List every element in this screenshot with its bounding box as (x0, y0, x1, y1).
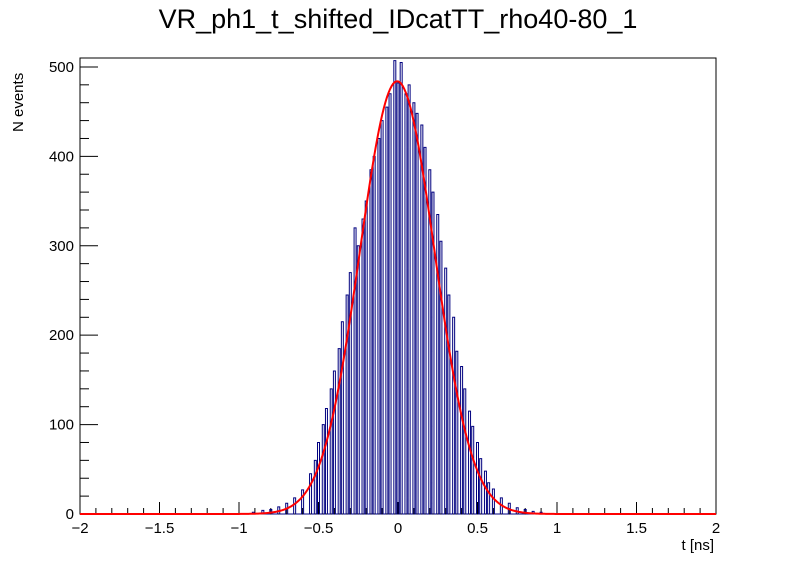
x-tick-label: −2 (71, 520, 88, 537)
y-tick-label: 400 (49, 148, 74, 165)
x-tick-label: 1.5 (626, 520, 647, 537)
y-tick-label: 100 (49, 417, 74, 434)
x-tick-label: 0 (394, 520, 402, 537)
y-tick-label: 0 (66, 506, 74, 523)
x-tick-label: −1.5 (145, 520, 175, 537)
y-tick-label: 200 (49, 327, 74, 344)
x-tick-label: −0.5 (304, 520, 334, 537)
histogram-series (80, 60, 716, 515)
gaussian-fit-line (80, 80, 716, 515)
y-tick-label: 500 (49, 59, 74, 76)
x-tick-label: 1 (553, 520, 561, 537)
x-tick-label: 2 (712, 520, 720, 537)
plot-frame (79, 57, 717, 515)
x-tick-label: −1 (230, 520, 247, 537)
y-tick-label: 300 (49, 238, 74, 255)
x-tick-label: 0.5 (467, 520, 488, 537)
x-axis-label: t [ns] (681, 537, 714, 554)
chart-title: VR_ph1_t_shifted_IDcatTT_rho40-80_1 (158, 4, 638, 34)
